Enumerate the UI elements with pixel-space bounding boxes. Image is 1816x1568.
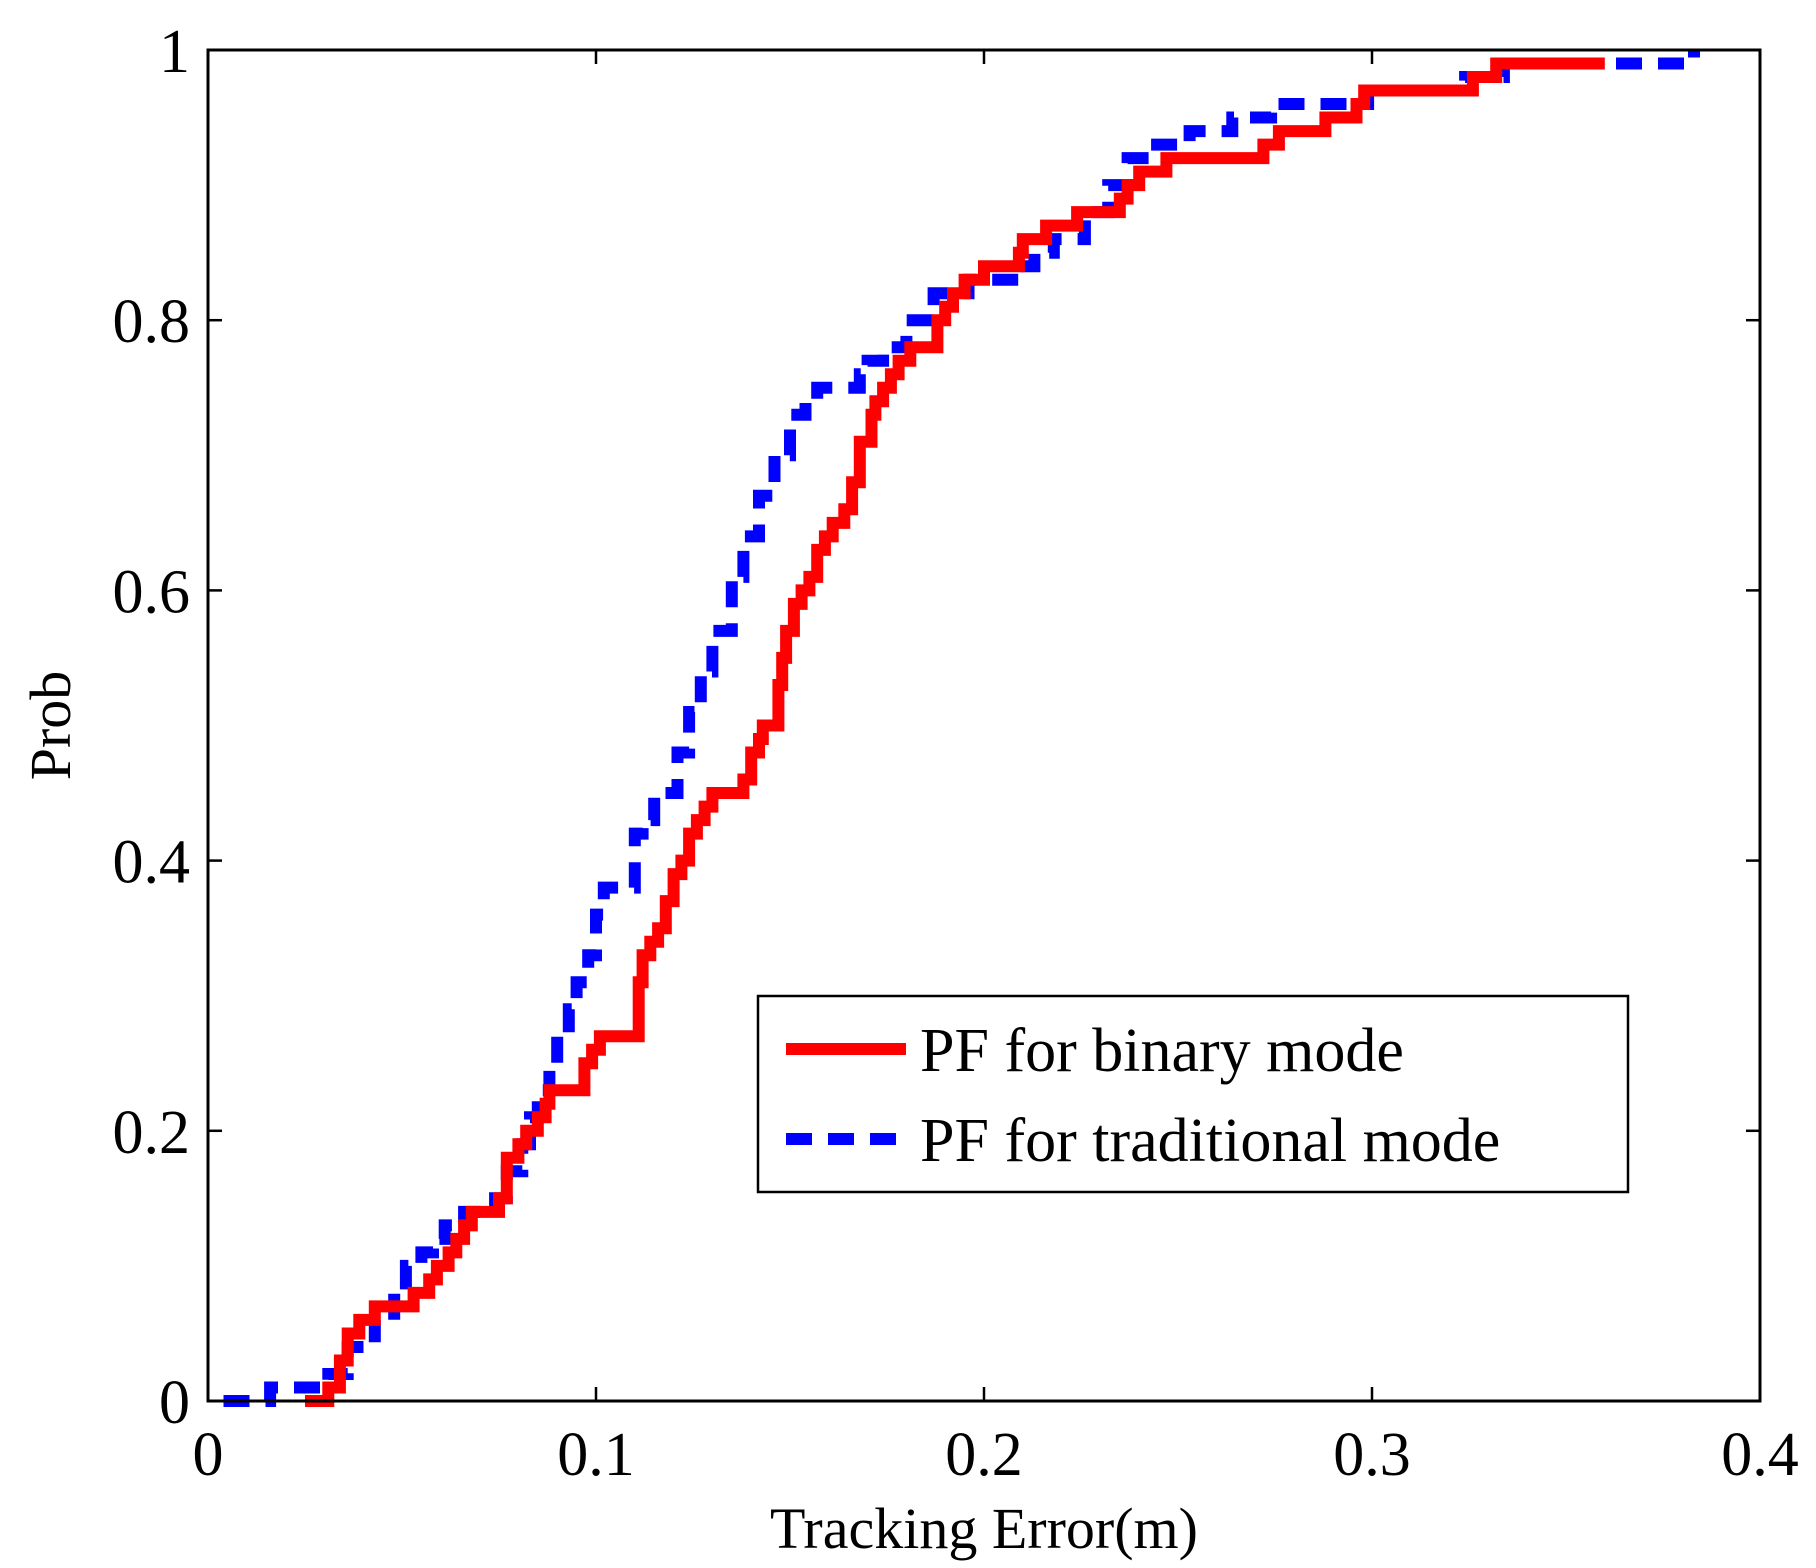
y-tick-label: 0.6: [113, 558, 191, 626]
y-tick-label: 0.2: [113, 1099, 191, 1167]
legend-box: [756, 994, 1630, 1194]
x-tick-label: 0.2: [945, 1421, 1023, 1489]
legend-label-traditional-mode: PF for traditional mode: [920, 1107, 1500, 1175]
x-tick-label: 0: [193, 1421, 224, 1489]
legend: PF for binary mode PF for traditional mo…: [756, 994, 1630, 1194]
y-tick-label: 1: [159, 18, 190, 86]
plot-lines: [223, 50, 1700, 1407]
series-line-binary-mode: [305, 57, 1605, 1407]
x-tick-label: 0.4: [1721, 1421, 1799, 1489]
tick-labels: 0 0.1 0.2 0.3 0.4 0 0.2 0.4 0.6 0.8 1: [113, 18, 1799, 1489]
x-axis-title: Tracking Error(m): [770, 1496, 1198, 1561]
x-tick-label: 0.1: [557, 1421, 635, 1489]
y-axis-title: Prob: [18, 671, 83, 781]
legend-label-binary-mode: PF for binary mode: [920, 1017, 1404, 1085]
y-tick-label: 0: [159, 1369, 190, 1437]
y-tick-label: 0.8: [113, 288, 191, 356]
axis-ticks: [206, 48, 1762, 1403]
x-tick-label: 0.3: [1333, 1421, 1411, 1489]
y-tick-label: 0.4: [113, 829, 191, 897]
